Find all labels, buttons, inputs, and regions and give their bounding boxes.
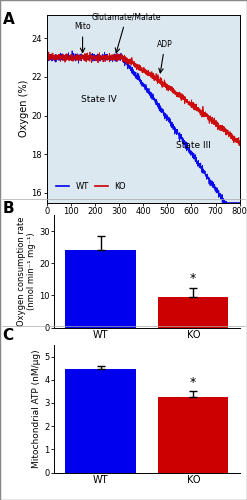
Bar (65, 370, 136, 472)
Text: State III: State III (176, 142, 211, 150)
Text: Glutamate/Malate: Glutamate/Malate (92, 13, 161, 52)
Text: *: * (190, 272, 196, 285)
Bar (158, 397, 228, 472)
Y-axis label: Oxygen consumption rate
(nmol min⁻¹ mg⁻¹): Oxygen consumption rate (nmol min⁻¹ mg⁻¹… (17, 216, 36, 326)
Bar (65, 250, 136, 328)
Text: B: B (2, 201, 14, 216)
Y-axis label: Mitochondrial ATP (nM/μg): Mitochondrial ATP (nM/μg) (32, 350, 41, 468)
Text: C: C (2, 328, 14, 342)
Text: Mito: Mito (74, 22, 91, 52)
Legend: WT, KO: WT, KO (53, 179, 130, 194)
Text: A: A (2, 12, 14, 28)
X-axis label: Time (s): Time (s) (124, 219, 163, 229)
Text: *: * (190, 376, 196, 389)
Y-axis label: Oxygen (%): Oxygen (%) (19, 80, 29, 138)
Text: State IV: State IV (81, 95, 117, 104)
Text: ADP: ADP (157, 40, 173, 73)
Bar (158, 297, 228, 328)
